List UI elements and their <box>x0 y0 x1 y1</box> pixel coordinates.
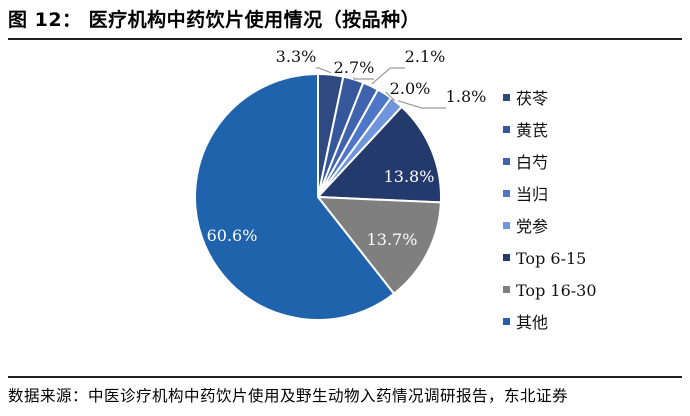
legend-label-4: 当归 <box>516 185 548 204</box>
data-label-2: 2.7% <box>334 58 375 77</box>
leader-line-3 <box>371 67 405 85</box>
data-label-5: 1.8% <box>446 87 487 106</box>
legend-swatch-1 <box>503 94 510 101</box>
legend-label-6: Top 6-15 <box>516 249 586 268</box>
pie-slice-8 <box>193 72 396 321</box>
legend-swatch-5 <box>503 222 510 229</box>
data-labels: 3.3% 2.7% 2.1% 2.0% 1.8% 13.8% 13.7% 60.6% <box>207 47 487 249</box>
leader-line-2 <box>353 77 374 80</box>
legend-swatch-3 <box>503 158 510 165</box>
figure-title: 图 12： 医疗机构中药饮片使用情况（按品种） <box>8 9 421 31</box>
legend-label-2: 黄芪 <box>516 121 548 140</box>
bottom-rule <box>8 376 682 378</box>
leader-lines <box>316 67 446 109</box>
legend-swatch-6 <box>503 254 510 261</box>
legend-label-7: Top 16-30 <box>516 281 597 300</box>
leader-line-1 <box>316 67 332 74</box>
legend-label-3: 白芍 <box>516 153 548 172</box>
legend-label-8: 其他 <box>516 313 548 332</box>
pie-slices <box>193 72 442 321</box>
pie-chart: 3.3% 2.7% 2.1% 2.0% 1.8% 13.8% 13.7% 60.6% 茯苓黄芪… <box>193 47 597 332</box>
legend-swatch-2 <box>503 126 510 133</box>
leader-line-5 <box>397 100 446 109</box>
data-label-1: 3.3% <box>276 47 317 66</box>
data-label-4: 2.0% <box>390 79 431 98</box>
data-label-8: 60.6% <box>207 226 258 245</box>
legend-swatch-8 <box>503 318 510 325</box>
data-label-3: 2.1% <box>405 47 446 66</box>
pie-slice-7 <box>315 195 442 296</box>
source-note: 数据来源：中医诊疗机构中药饮片使用及野生动物入药情况调研报告，东北证券 <box>8 387 569 405</box>
legend-swatch-7 <box>503 286 510 293</box>
data-label-7: 13.7% <box>367 230 418 249</box>
legend-label-1: 茯苓 <box>516 89 548 108</box>
data-label-6: 13.8% <box>384 167 435 186</box>
pie-slice-6 <box>315 105 442 204</box>
legend-label-5: 党参 <box>516 217 548 236</box>
leader-line-4 <box>385 91 396 101</box>
top-rule <box>8 38 682 40</box>
legend-swatch-4 <box>503 190 510 197</box>
